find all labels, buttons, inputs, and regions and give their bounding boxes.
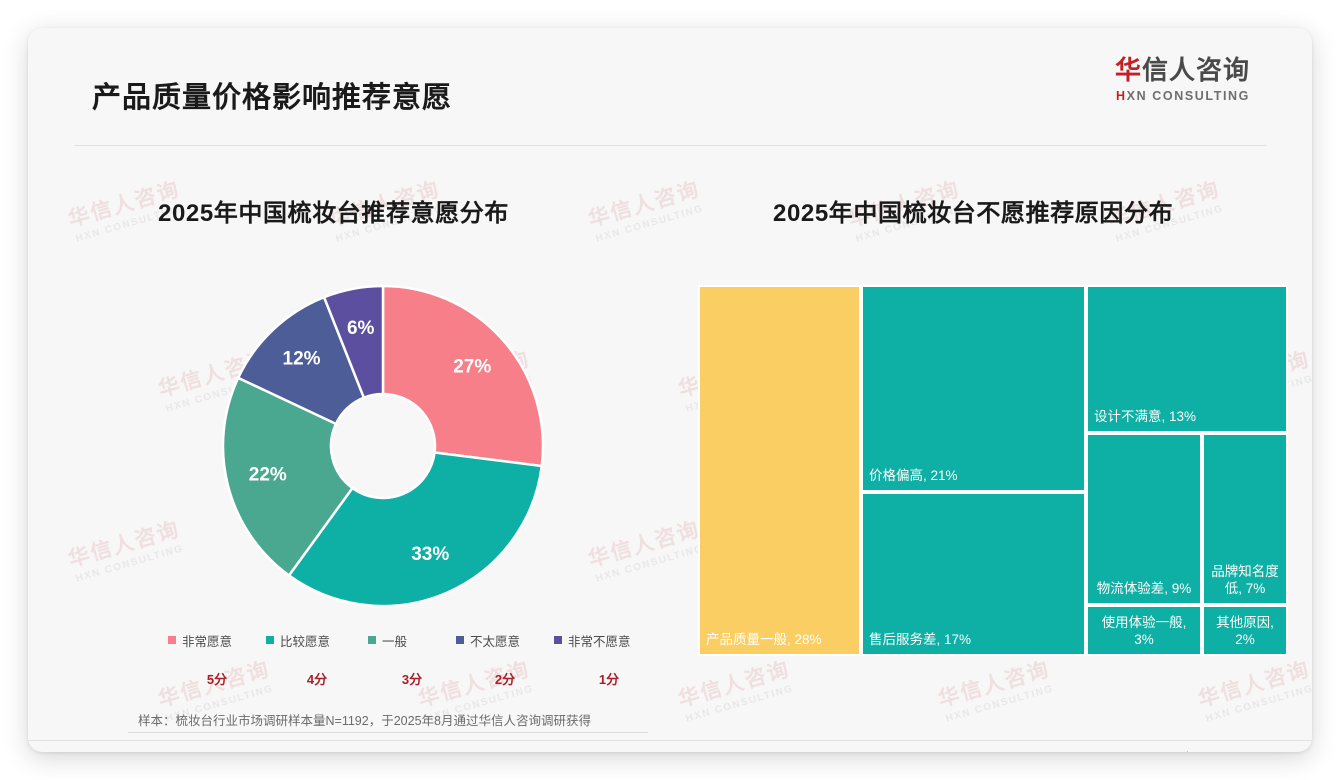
legend-item[interactable]: 非常不愿意 bbox=[554, 631, 664, 650]
sample-note: 样本：梳妆台行业市场调研样本量N=1192，于2025年8月通过华信人咨询调研获… bbox=[138, 714, 591, 728]
legend-swatch bbox=[266, 636, 274, 644]
donut-slice[interactable] bbox=[287, 451, 544, 608]
logo-english-text: HXN CONSULTING bbox=[1115, 89, 1250, 103]
legend-swatch bbox=[168, 636, 176, 644]
donut-slice-label: 33% bbox=[411, 544, 449, 565]
legend-item[interactable]: 一般 bbox=[368, 631, 456, 650]
donut-legend: 非常愿意 比较愿意 一般 不太愿意 非常不愿意 bbox=[168, 630, 668, 650]
treemap-cell[interactable]: 物流体验差, 9% bbox=[1086, 433, 1202, 605]
treemap-cell-label: 售后服务差, 17% bbox=[869, 632, 972, 648]
donut-slice-label: 22% bbox=[249, 465, 287, 486]
footnote-divider bbox=[128, 732, 648, 733]
recommendation-willingness-donut-chart: 27% 33% 22% 12% 6% bbox=[213, 276, 553, 616]
copyright-text: ©2025.10 HXR华信人咨询 bbox=[92, 749, 239, 752]
score-label: 5分 bbox=[206, 671, 228, 687]
legend-label: 不太愿意 bbox=[470, 634, 521, 649]
legend-label: 非常不愿意 bbox=[568, 634, 631, 649]
treemap-cell-label: 产品质量一般, 28% bbox=[706, 632, 822, 648]
donut-slice-label: 27% bbox=[453, 356, 491, 377]
legend-swatch bbox=[554, 636, 562, 644]
legend-label: 非常愿意 bbox=[182, 634, 233, 649]
score-label: 4分 bbox=[306, 671, 328, 687]
score-scale-row: 5分 4分 3分 2分 1分 bbox=[168, 668, 668, 688]
logo-en-rest: XN CONSULTING bbox=[1126, 88, 1250, 103]
slide-header: 产品质量价格影响推荐意愿 华信人咨询 HXN CONSULTING bbox=[28, 28, 1312, 146]
treemap-cell-label: 品牌知名度低, 7% bbox=[1211, 564, 1279, 597]
donut-slices bbox=[221, 284, 545, 608]
website-url: www.hxrcon.com bbox=[1157, 749, 1248, 752]
treemap-cell[interactable]: 设计不满意, 13% bbox=[1086, 285, 1288, 433]
treemap-cell[interactable]: 产品质量一般, 28% bbox=[698, 285, 861, 656]
donut-value-labels: 27% 33% 22% 12% 6% bbox=[249, 318, 492, 565]
score-label: 1分 bbox=[598, 671, 620, 687]
donut-svg: 27% 33% 22% 12% 6% bbox=[221, 284, 545, 608]
score-label: 3分 bbox=[401, 671, 423, 687]
treemap-cell[interactable]: 使用体验一般, 3% bbox=[1086, 605, 1202, 656]
treemap-cell-label: 设计不满意, 13% bbox=[1094, 409, 1197, 425]
legend-item[interactable]: 不太愿意 bbox=[456, 631, 554, 650]
donut-slice[interactable] bbox=[221, 376, 355, 578]
slide-card: 华信人咨询 HXN CONSULTING 华信人咨询 HXN CONSULTING 华信… bbox=[28, 28, 1312, 752]
header-divider bbox=[74, 145, 1266, 146]
legend-item[interactable]: 非常愿意 bbox=[168, 631, 266, 650]
logo-rest-chars: 信人咨询 bbox=[1141, 55, 1250, 85]
treemap-cell-label: 物流体验差, 9% bbox=[1096, 581, 1192, 597]
donut-slice-label: 12% bbox=[283, 348, 321, 369]
logo-accent-char: 华 bbox=[1114, 55, 1142, 85]
left-chart-title: 2025年中国梳妆台推荐意愿分布 bbox=[158, 200, 509, 227]
legend-item[interactable]: 比较愿意 bbox=[266, 631, 368, 650]
treemap-cell[interactable]: 其他原因, 2% bbox=[1202, 605, 1288, 656]
treemap-cell[interactable]: 价格偏高, 21% bbox=[861, 285, 1086, 492]
donut-slice[interactable] bbox=[322, 284, 385, 400]
donut-slice[interactable] bbox=[381, 284, 545, 468]
treemap-cell-label: 其他原因, 2% bbox=[1216, 615, 1274, 648]
legend-label: 一般 bbox=[382, 634, 408, 649]
logo-en-accent: H bbox=[1116, 88, 1127, 103]
donut-slice-label: 6% bbox=[347, 318, 375, 339]
unwillingness-reason-treemap-chart: 产品质量一般, 28% 价格偏高, 21% 售后服务差, 17% 设计不满意, 13%… bbox=[698, 285, 1288, 656]
donut-slice[interactable] bbox=[236, 295, 366, 426]
footer-divider bbox=[28, 740, 1312, 741]
score-label: 2分 bbox=[494, 671, 516, 687]
brand-logo: 华信人咨询 HXN CONSULTING bbox=[1115, 56, 1250, 103]
legend-swatch bbox=[456, 636, 464, 644]
treemap-cell-label: 使用体验一般, 3% bbox=[1101, 615, 1187, 648]
treemap-cell[interactable]: 售后服务差, 17% bbox=[861, 492, 1086, 656]
page-title: 产品质量价格影响推荐意愿 bbox=[92, 82, 453, 114]
legend-label: 比较愿意 bbox=[280, 634, 331, 649]
logo-chinese-text: 华信人咨询 bbox=[1115, 56, 1250, 85]
treemap-cell[interactable]: 品牌知名度低, 7% bbox=[1202, 433, 1288, 605]
treemap-cell-label: 价格偏高, 21% bbox=[869, 468, 958, 484]
legend-swatch bbox=[368, 636, 376, 644]
right-chart-title: 2025年中国梳妆台不愿推荐原因分布 bbox=[773, 200, 1174, 227]
